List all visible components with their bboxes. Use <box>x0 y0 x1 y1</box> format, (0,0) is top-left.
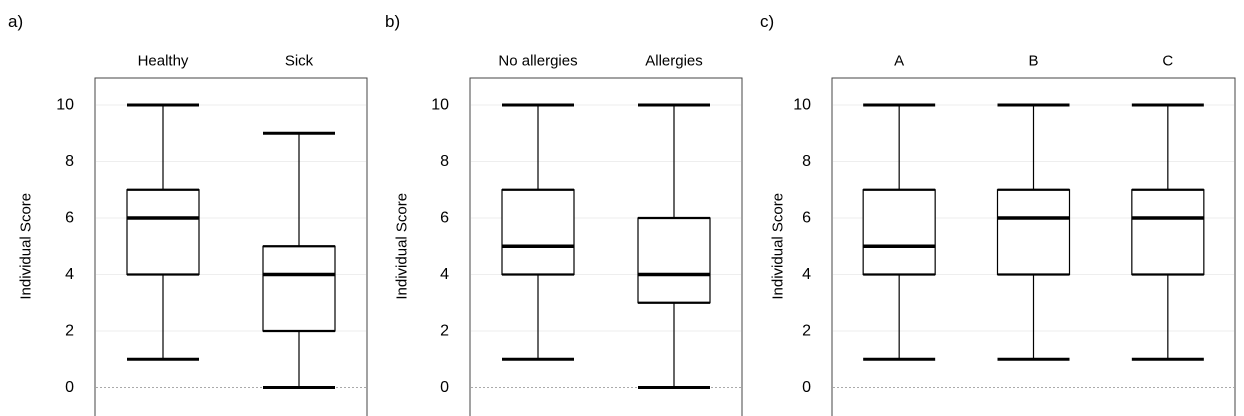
y-tick-label: 10 <box>431 97 449 114</box>
y-tick-label: 8 <box>440 153 449 170</box>
y-tick-label: 6 <box>802 210 811 227</box>
category-label: Sick <box>285 53 314 70</box>
category-label: No allergies <box>498 53 577 70</box>
category-label: C <box>1162 53 1173 70</box>
y-axis-label: Individual Score <box>18 193 35 300</box>
box-allergies: Allergies <box>637 53 711 389</box>
panel-frame <box>469 77 743 416</box>
box-no-allergies: No allergies <box>498 53 578 361</box>
y-tick-label: 4 <box>440 266 449 283</box>
y-tick-label: 4 <box>802 266 811 283</box>
category-label: A <box>894 53 904 70</box>
iqr-box <box>1131 189 1205 276</box>
y-tick-label: 8 <box>65 153 74 170</box>
panel-b: b) Individual Score 0 2 4 6 8 10 No allergies All… <box>385 12 743 416</box>
y-tick-label: 2 <box>440 323 449 340</box>
panel-frame <box>831 77 1236 416</box>
panel-frame <box>94 77 368 416</box>
y-tick-label: 10 <box>56 97 74 114</box>
category-label: Allergies <box>645 53 703 70</box>
iqr-box <box>501 189 575 276</box>
iqr-box <box>862 189 936 276</box>
panel-c: c) Individual Score 0 2 4 6 8 10 A B C <box>760 12 1236 416</box>
y-axis-label: Individual Score <box>394 193 411 300</box>
y-tick-label: 8 <box>802 153 811 170</box>
panel-a: a) Individual Score 0 2 4 6 8 10 Healthy Sick <box>8 12 368 416</box>
box-healthy: Healthy <box>126 53 200 361</box>
y-tick-label: 2 <box>802 323 811 340</box>
y-tick-label: 0 <box>440 379 449 396</box>
iqr-box <box>637 217 711 304</box>
panel-label: a) <box>8 12 23 31</box>
box-a: A <box>862 53 936 361</box>
category-label: B <box>1028 53 1038 70</box>
y-tick-label: 6 <box>65 210 74 227</box>
y-tick-label: 4 <box>65 266 74 283</box>
y-axis-label: Individual Score <box>770 193 787 300</box>
panel-label: c) <box>760 12 774 31</box>
iqr-box <box>126 189 200 276</box>
iqr-box <box>996 189 1071 276</box>
y-tick-label: 2 <box>65 323 74 340</box>
y-tick-label: 10 <box>793 97 811 114</box>
box-sick: Sick <box>262 53 336 389</box>
panel-label: b) <box>385 12 400 31</box>
y-tick-label: 6 <box>440 210 449 227</box>
box-b: B <box>996 53 1071 361</box>
box-c: C <box>1131 53 1205 361</box>
category-label: Healthy <box>138 53 189 70</box>
y-tick-label: 0 <box>65 379 74 396</box>
iqr-box <box>262 245 336 332</box>
y-tick-label: 0 <box>802 379 811 396</box>
